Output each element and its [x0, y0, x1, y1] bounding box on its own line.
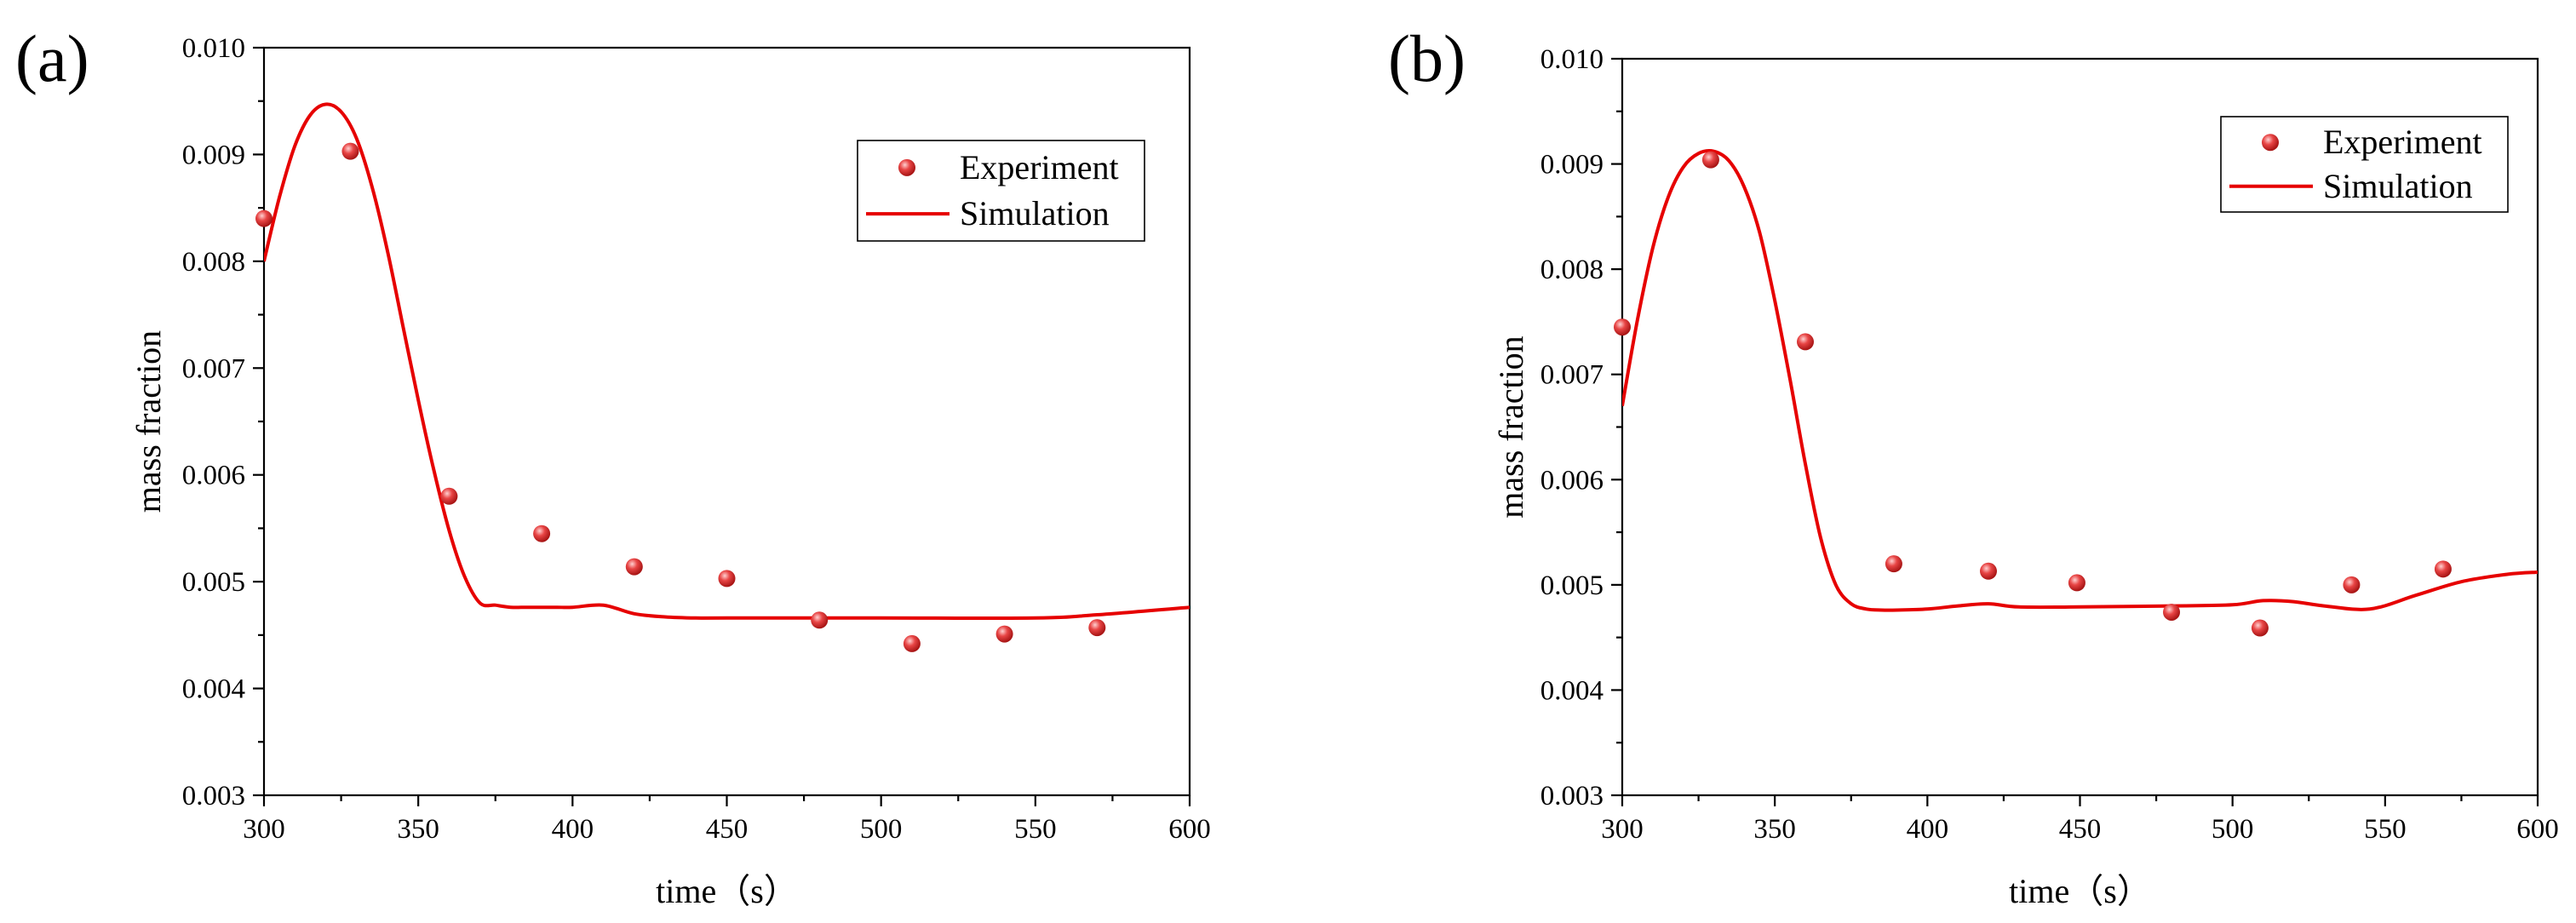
- y-tick-label: 0.008: [182, 247, 245, 278]
- experiment-data-point: [1088, 619, 1106, 637]
- experiment-data-point: [533, 525, 551, 542]
- chart-panel-a: (a) 300 350 400 450 500 550 600 0.003 0.004 0.005 0…: [0, 0, 1260, 923]
- experiment-data-point: [2068, 574, 2085, 592]
- x-tick-label: 400: [552, 814, 594, 845]
- y-tick-label: 0.003: [182, 781, 245, 811]
- y-tick-label: 0.004: [182, 674, 245, 705]
- experiment-data-point: [995, 625, 1013, 643]
- x-tick-label: 450: [2059, 814, 2102, 845]
- y-tick-label: 0.004: [1540, 675, 1604, 706]
- legend-b: Experiment Simulation: [2220, 116, 2509, 213]
- chart-a-svg: (a) 300 350 400 450 500 550 600 0.003 0.004 0.005 0…: [15, 21, 1211, 910]
- y-tick-label: 0.009: [1540, 150, 1604, 181]
- experiment-data-point: [2163, 603, 2180, 621]
- legend-simulation-label: Simulation: [960, 194, 1110, 232]
- y-tick-label: 0.005: [1540, 570, 1604, 601]
- x-axis-label: time（s）: [2009, 872, 2151, 910]
- experiment-data-point: [903, 634, 921, 652]
- y-tick-label: 0.005: [182, 567, 245, 598]
- y-tick-label: 0.007: [182, 353, 245, 384]
- y-tick-label: 0.009: [182, 140, 245, 170]
- simulation-series-line: [264, 102, 1190, 621]
- chart-panel-b: (b) 300 350 400 450 500 550 600 0.003 0.004 0.005 0…: [1363, 0, 2576, 923]
- x-tick-label: 600: [1168, 814, 1211, 845]
- y-tick-label: 0.007: [1540, 360, 1604, 391]
- legend-box: [2220, 116, 2509, 213]
- experiment-data-point: [440, 487, 458, 505]
- y-tick-label: 0.006: [182, 461, 245, 491]
- experiment-data-point: [341, 142, 359, 160]
- experiment-data-point: [811, 611, 829, 629]
- x-tick-label: 550: [1014, 814, 1057, 845]
- experiment-data-point: [1885, 555, 1902, 573]
- experiment-data-point: [625, 558, 643, 576]
- y-tick-label: 0.006: [1540, 465, 1604, 496]
- y-axis-label: mass fraction: [1492, 335, 1530, 518]
- x-tick-label: 550: [2364, 814, 2407, 845]
- x-tick-label: 400: [1907, 814, 1949, 845]
- chart-b-svg: (b) 300 350 400 450 500 550 600 0.003 0.004 0.005 0…: [1388, 21, 2559, 910]
- y-tick-label: 0.010: [182, 33, 245, 64]
- x-tick-label: 500: [860, 814, 903, 845]
- y-tick-label: 0.003: [1540, 781, 1604, 811]
- experiment-data-point: [2434, 560, 2452, 578]
- legend-experiment-label: Experiment: [960, 148, 1119, 186]
- simulation-series-line: [1622, 149, 2538, 612]
- x-tick-label: 600: [2516, 814, 2559, 845]
- experiment-data-point: [1701, 151, 1719, 169]
- y-tick-label: 0.010: [1540, 44, 1604, 75]
- legend-experiment-marker: [2262, 134, 2279, 152]
- legend-experiment-marker: [898, 158, 915, 176]
- x-axis-label: time（s）: [656, 872, 798, 910]
- experiment-data-point: [1614, 318, 1631, 336]
- x-tick-label: 500: [2212, 814, 2254, 845]
- experiment-data-point: [1980, 562, 1997, 580]
- y-tick-label: 0.008: [1540, 255, 1604, 285]
- panel-label-b: (b): [1388, 21, 1466, 95]
- y-axis-label: mass fraction: [129, 330, 168, 513]
- legend-experiment-label: Experiment: [2323, 123, 2482, 161]
- experiment-data-point: [2343, 576, 2361, 593]
- x-tick-label: 300: [1601, 814, 1644, 845]
- experiment-data-point: [255, 209, 273, 227]
- experiment-data-point: [1797, 333, 1814, 351]
- panel-label-a: (a): [15, 21, 89, 95]
- legend-simulation-label: Simulation: [2323, 167, 2473, 205]
- x-tick-label: 300: [243, 814, 285, 845]
- experiment-data-point: [2251, 619, 2269, 637]
- experiment-data-point: [718, 570, 736, 588]
- x-tick-label: 450: [706, 814, 749, 845]
- legend-a: Experiment Simulation: [857, 140, 1145, 242]
- x-tick-label: 350: [397, 814, 439, 845]
- x-tick-label: 350: [1753, 814, 1796, 845]
- legend-box: [857, 140, 1145, 242]
